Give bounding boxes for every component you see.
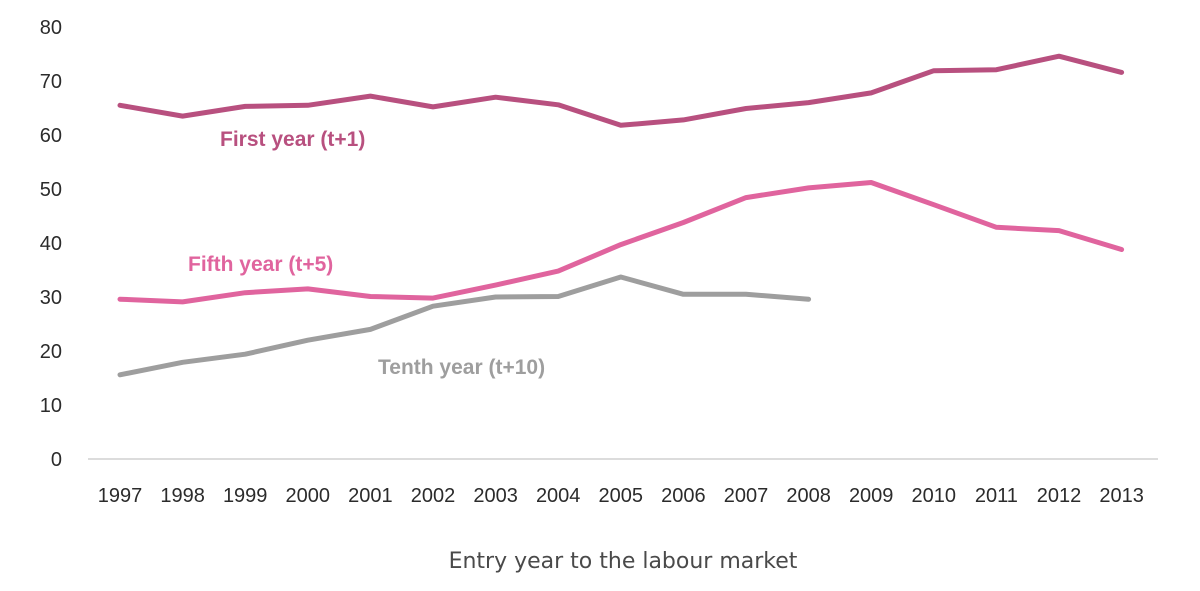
x-tick-label: 2013	[1099, 485, 1144, 507]
series-lines	[117, 53, 1125, 378]
series-label-tenth-year: Tenth year (t+10)	[378, 356, 545, 379]
x-tick-label: 2000	[286, 485, 331, 507]
x-tick-label: 2005	[599, 485, 644, 507]
y-tick-label: 30	[40, 287, 62, 309]
x-tick-label: 1997	[98, 485, 143, 507]
x-tick-label: 2010	[912, 485, 957, 507]
x-tick-label: 1998	[160, 485, 205, 507]
y-tick-label: 20	[40, 341, 62, 363]
series-line-fifth-year	[117, 180, 1125, 305]
y-tick-label: 60	[40, 125, 62, 147]
y-tick-label: 80	[40, 17, 62, 39]
y-tick-label: 10	[40, 395, 62, 417]
series-line-first-year	[117, 53, 1125, 128]
x-tick-label: 2002	[411, 485, 456, 507]
x-tick-label: 2004	[536, 485, 581, 507]
x-tick-label: 2011	[975, 485, 1018, 507]
x-tick-label: 1999	[223, 485, 268, 507]
x-tick-label: 2009	[849, 485, 894, 507]
x-axis-ticks: 1997 1998 1999 2000 2001 2002 2003 2004 2005 2006…	[98, 485, 1144, 507]
x-axis-title: Entry year to the labour market	[449, 549, 798, 574]
series-labels: First year (t+1) Fifth year (t+5) Tenth …	[188, 128, 545, 379]
y-tick-label: 40	[40, 233, 62, 255]
x-tick-label: 2012	[1037, 485, 1082, 507]
series-line-tenth-year	[117, 274, 812, 378]
y-tick-label: 50	[40, 179, 62, 201]
y-tick-label: 70	[40, 71, 62, 93]
x-tick-label: 2003	[473, 485, 518, 507]
x-tick-label: 2007	[724, 485, 769, 507]
series-label-fifth-year: Fifth year (t+5)	[188, 253, 333, 276]
x-tick-label: 2001	[348, 485, 393, 507]
y-tick-label: 0	[51, 449, 62, 471]
y-axis-ticks: 0 10 20 30 40 50 60 70 80	[40, 17, 62, 471]
series-label-first-year: First year (t+1)	[220, 128, 365, 151]
x-tick-label: 2006	[661, 485, 706, 507]
x-tick-label: 2008	[786, 485, 831, 507]
